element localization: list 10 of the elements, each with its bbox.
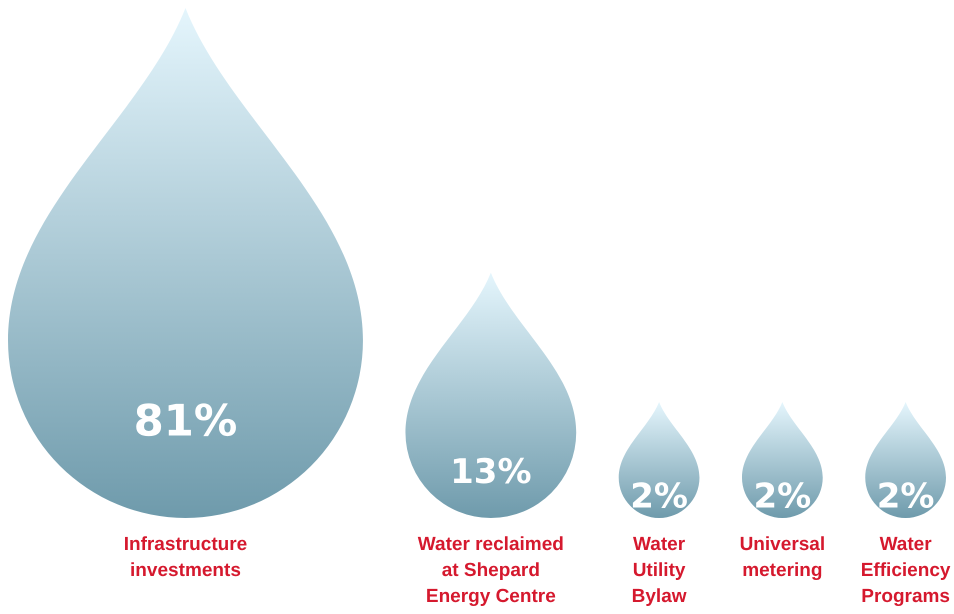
data-label: 2% — [876, 476, 934, 517]
category-label: Water reclaimed at Shepard Energy Centre — [418, 534, 564, 607]
data-label: 13% — [450, 452, 532, 492]
category-label: Water Utility Bylaw — [632, 534, 687, 607]
category-label: Infrastructure investments — [124, 534, 248, 581]
data-label: 2% — [630, 476, 688, 517]
category-label: Water Efficiency Programs — [860, 534, 951, 607]
data-label: 2% — [753, 476, 812, 517]
data-label: 81% — [134, 396, 238, 447]
category-label: Universal metering — [740, 534, 826, 581]
